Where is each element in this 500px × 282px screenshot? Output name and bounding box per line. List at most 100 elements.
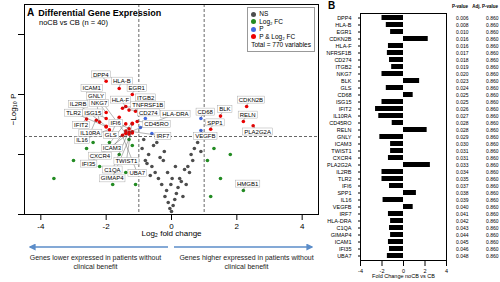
svg-text:RELN: RELN xyxy=(337,127,352,133)
svg-text:IRF7: IRF7 xyxy=(156,133,170,139)
svg-text:0.043: 0.043 xyxy=(456,225,469,231)
svg-text:0.860: 0.860 xyxy=(486,162,499,168)
svg-text:CD45RO: CD45RO xyxy=(144,121,169,127)
svg-text:0.042: 0.042 xyxy=(456,218,469,224)
svg-text:0.860: 0.860 xyxy=(486,64,499,70)
svg-text:0.028: 0.028 xyxy=(456,127,469,133)
svg-text:IFIT2: IFIT2 xyxy=(339,106,352,112)
svg-text:0.023: 0.023 xyxy=(456,78,469,84)
svg-text:ISG15: ISG15 xyxy=(336,99,352,105)
svg-text:HLA-B: HLA-B xyxy=(113,78,131,84)
svg-text:IL2RB: IL2RB xyxy=(70,101,87,107)
svg-text:IFIT2: IFIT2 xyxy=(74,122,89,128)
svg-text:0.041: 0.041 xyxy=(456,211,469,217)
svg-text:ICAM1: ICAM1 xyxy=(82,85,101,91)
svg-text:BLK: BLK xyxy=(219,106,230,112)
svg-text:0.860: 0.860 xyxy=(486,141,499,147)
svg-text:HLA-F: HLA-F xyxy=(336,43,353,49)
svg-text:TLR2: TLR2 xyxy=(338,176,351,182)
svg-text:CDKN2B: CDKN2B xyxy=(329,36,352,42)
svg-text:0.025: 0.025 xyxy=(456,99,469,105)
svg-text:0.010: 0.010 xyxy=(456,29,469,35)
svg-text:0.860: 0.860 xyxy=(486,127,499,133)
svg-text:0.040: 0.040 xyxy=(456,204,469,210)
svg-text:0.860: 0.860 xyxy=(486,43,499,49)
svg-text:0.860: 0.860 xyxy=(486,197,499,203)
svg-text:GLS: GLS xyxy=(340,85,351,91)
svg-text:RELN: RELN xyxy=(240,112,256,118)
svg-text:0.860: 0.860 xyxy=(486,183,499,189)
svg-text:0.860: 0.860 xyxy=(486,106,499,112)
svg-text:0.860: 0.860 xyxy=(486,29,499,35)
svg-text:0.016: 0.016 xyxy=(456,43,469,49)
svg-text:0.034: 0.034 xyxy=(456,169,469,175)
svg-text:0.039: 0.039 xyxy=(456,197,469,203)
svg-text:TNFRSF1B: TNFRSF1B xyxy=(132,102,163,108)
svg-text:0.046: 0.046 xyxy=(456,246,469,252)
svg-text:IFI6: IFI6 xyxy=(110,120,121,126)
svg-text:0.860: 0.860 xyxy=(486,15,499,21)
svg-text:TWIST1: TWIST1 xyxy=(115,158,138,164)
svg-text:PLA2G2A: PLA2G2A xyxy=(244,129,271,135)
svg-text:EGR1: EGR1 xyxy=(129,85,146,91)
svg-text:CD68: CD68 xyxy=(337,92,351,98)
svg-text:0.860: 0.860 xyxy=(486,85,499,91)
svg-text:-4: -4 xyxy=(37,222,45,231)
svg-text:VEGFB: VEGFB xyxy=(195,133,215,139)
svg-text:TNFRSF1B: TNFRSF1B xyxy=(326,50,352,56)
svg-text:DPP4: DPP4 xyxy=(93,72,109,78)
svg-text:SPP1: SPP1 xyxy=(337,190,351,196)
svg-text:HLA-F: HLA-F xyxy=(112,97,130,103)
svg-text:0.860: 0.860 xyxy=(486,57,499,63)
svg-text:0.019: 0.019 xyxy=(456,64,469,70)
svg-text:0.860: 0.860 xyxy=(486,148,499,154)
svg-text:0.025: 0.025 xyxy=(456,92,469,98)
svg-text:TLR2: TLR2 xyxy=(66,110,81,116)
svg-text:0.860: 0.860 xyxy=(486,225,499,231)
svg-text:TWIST1: TWIST1 xyxy=(331,148,351,154)
svg-text:CD68: CD68 xyxy=(198,109,214,115)
svg-text:0.860: 0.860 xyxy=(486,204,499,210)
svg-text:0.860: 0.860 xyxy=(486,239,499,245)
svg-text:4: 4 xyxy=(300,222,305,231)
svg-text:0.860: 0.860 xyxy=(486,176,499,182)
svg-text:IRF7: IRF7 xyxy=(340,211,352,217)
svg-text:0.016: 0.016 xyxy=(456,36,469,42)
svg-text:CD274: CD274 xyxy=(139,110,158,116)
svg-text:CXCR4: CXCR4 xyxy=(90,153,111,159)
svg-text:0.037: 0.037 xyxy=(456,183,469,189)
svg-text:0.045: 0.045 xyxy=(456,239,469,245)
svg-text:GLS: GLS xyxy=(105,132,117,138)
svg-text:IL10RA: IL10RA xyxy=(333,113,352,119)
svg-text:4: 4 xyxy=(445,268,448,274)
svg-text:ITGB2: ITGB2 xyxy=(137,95,155,101)
svg-text:VEGFB: VEGFB xyxy=(333,204,352,210)
svg-text:0.860: 0.860 xyxy=(486,232,499,238)
svg-text:GNLY: GNLY xyxy=(88,93,104,99)
svg-text:GIMAP4: GIMAP4 xyxy=(101,175,124,181)
svg-text:0.860: 0.860 xyxy=(486,134,499,140)
svg-text:0.033: 0.033 xyxy=(456,162,469,168)
svg-text:0.860: 0.860 xyxy=(486,71,499,77)
svg-text:2: 2 xyxy=(235,222,240,231)
svg-text:0.860: 0.860 xyxy=(486,99,499,105)
svg-text:IL16: IL16 xyxy=(76,137,88,143)
svg-text:IL10RA: IL10RA xyxy=(80,130,100,136)
svg-text:-2: -2 xyxy=(103,222,111,231)
svg-text:Fold Change noCB vs CB: Fold Change noCB vs CB xyxy=(372,273,435,279)
svg-text:0.008: 0.008 xyxy=(456,22,469,28)
svg-text:0.860: 0.860 xyxy=(486,218,499,224)
svg-text:0.027: 0.027 xyxy=(456,113,469,119)
svg-text:HLA-DRA: HLA-DRA xyxy=(162,111,188,117)
svg-text:IFI35: IFI35 xyxy=(339,246,352,252)
svg-text:HLA-B: HLA-B xyxy=(335,22,352,28)
svg-text:0.860: 0.860 xyxy=(486,92,499,98)
svg-text:SPP1: SPP1 xyxy=(207,120,223,126)
svg-text:0.030: 0.030 xyxy=(456,141,469,147)
svg-text:0.020: 0.020 xyxy=(456,71,469,77)
svg-text:0.860: 0.860 xyxy=(486,169,499,175)
svg-text:0.860: 0.860 xyxy=(486,120,499,126)
svg-text:C1QA: C1QA xyxy=(104,167,120,173)
svg-text:0.038: 0.038 xyxy=(456,190,469,196)
svg-text:IL16: IL16 xyxy=(341,197,352,203)
